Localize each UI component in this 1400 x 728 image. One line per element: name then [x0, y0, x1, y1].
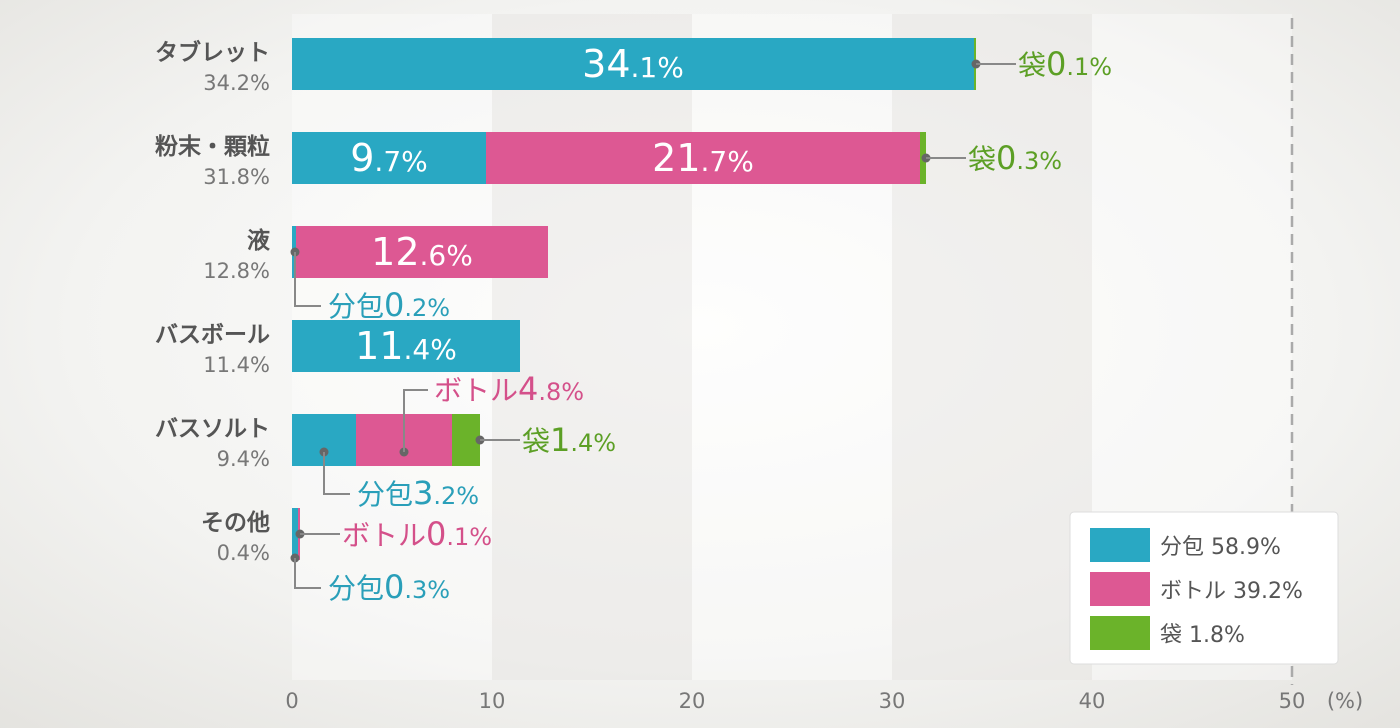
- callout-label: 袋0.3%: [968, 139, 1062, 177]
- bar-value-label: 21.7%: [652, 136, 754, 180]
- legend-label: 袋 1.8%: [1160, 623, 1245, 648]
- legend-swatch-fukuro: [1090, 616, 1150, 650]
- callout-line: [294, 252, 321, 307]
- category-name: バスボール: [155, 322, 270, 348]
- x-tick-label: 20: [679, 689, 706, 713]
- category-total: 34.2%: [203, 71, 270, 95]
- category-total: 11.4%: [203, 353, 270, 377]
- category-name: 液: [247, 227, 270, 254]
- legend-swatch-bottle: [1090, 572, 1150, 606]
- x-axis: 0 10 20 30 40 50 (%): [285, 689, 1363, 713]
- bar-labels: タブレット 34.2% 34.1% 袋0.1% 粉末・顆粒 31.8% 9.7% 21.7% 袋…: [155, 39, 1112, 606]
- x-tick-label: 0: [285, 689, 298, 713]
- category-total: 12.8%: [203, 259, 270, 283]
- callout-label: 分包0.2%: [328, 286, 450, 324]
- bar-segment-bunpo: [292, 38, 974, 90]
- grid-band: [892, 14, 1092, 680]
- x-tick-label: 40: [1079, 689, 1106, 713]
- callout-label: 分包3.2%: [357, 474, 479, 512]
- grid-band: [492, 14, 692, 680]
- callout-line: [294, 558, 321, 589]
- callout-label: ボトル4.8%: [434, 370, 584, 408]
- grid-bands: [292, 14, 1294, 685]
- x-tick-label: 50: [1279, 689, 1306, 713]
- x-unit-label: (%): [1327, 689, 1363, 713]
- bar-segment-bottle: [296, 226, 548, 278]
- bar-value-label: 11.4%: [355, 324, 457, 368]
- x-tick-label: 10: [479, 689, 506, 713]
- category-name: バスソルト: [155, 416, 270, 442]
- category-total: 9.4%: [217, 447, 270, 471]
- bar-value-label: 12.6%: [371, 230, 473, 274]
- category-total: 0.4%: [217, 541, 270, 565]
- category-name: その他: [201, 510, 270, 536]
- callout-line: [403, 389, 428, 452]
- category-name: タブレット: [155, 39, 270, 66]
- callout-line: [323, 452, 350, 495]
- legend-label: 分包 58.9%: [1160, 535, 1281, 560]
- bar-segment-bunpo: [292, 320, 520, 372]
- category-total: 31.8%: [203, 165, 270, 189]
- x-tick-label: 30: [879, 689, 906, 713]
- grid-band: [692, 14, 892, 680]
- category-name: 粉末・顆粒: [155, 133, 270, 160]
- legend-label: ボトル 39.2%: [1160, 579, 1303, 604]
- callout-label: ボトル0.1%: [342, 515, 492, 553]
- bar-segment-bottle: [486, 132, 920, 184]
- legend-swatch-bunpo: [1090, 528, 1150, 562]
- bar-segment-bunpo: [292, 508, 298, 560]
- bar-segment-bunpo: [292, 132, 486, 184]
- callout-label: 分包0.3%: [328, 568, 450, 606]
- legend: 分包 58.9% ボトル 39.2% 袋 1.8%: [1069, 511, 1339, 665]
- bar-value-label: 34.1%: [582, 42, 684, 86]
- bar-value-label: 9.7%: [350, 136, 428, 180]
- callout-label: 袋0.1%: [1018, 45, 1112, 83]
- callout-label: 袋1.4%: [522, 421, 616, 459]
- bar-segment-fukuro: [452, 414, 480, 466]
